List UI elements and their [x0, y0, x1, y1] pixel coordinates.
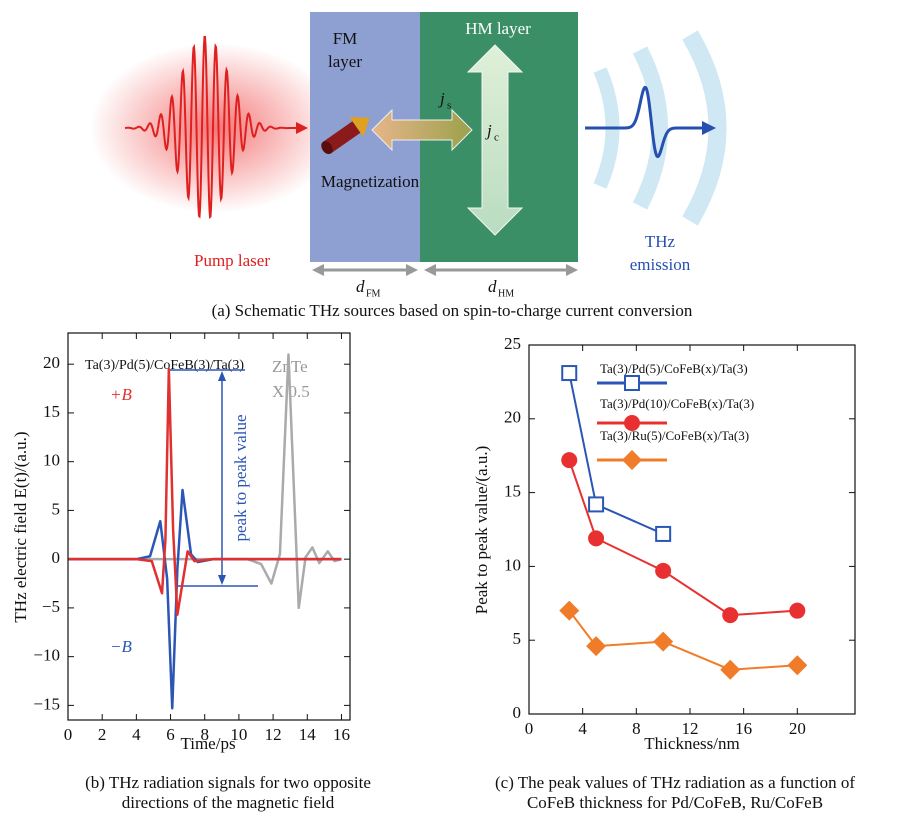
- caption: (a) Schematic THz sources based on spin-…: [212, 301, 693, 320]
- x-axis-label: Thickness/nm: [644, 734, 739, 753]
- charge-current-arrow: [466, 44, 524, 236]
- y-tick-label: 5: [513, 629, 522, 648]
- series-line: [68, 367, 342, 616]
- thz-arrowhead: [702, 121, 716, 135]
- sample-label: Ta(3)/Pd(5)/CoFeB(3)/Ta(3): [85, 358, 244, 373]
- marker: [655, 562, 672, 579]
- marker: [789, 602, 806, 619]
- plot-frame: [67, 332, 351, 721]
- js-sub: s: [447, 100, 451, 112]
- y-tick-label: 10: [504, 555, 521, 574]
- js-label: j: [438, 89, 445, 108]
- legend-label: Ta(3)/Pd(10)/CoFeB(x)/Ta(3): [600, 396, 754, 411]
- x-tick-label: 4: [578, 719, 587, 738]
- x-tick-label: 2: [98, 725, 107, 744]
- x-tick-label: 6: [166, 725, 175, 744]
- jc-label: j: [485, 121, 492, 140]
- x-tick-label: 16: [333, 725, 350, 744]
- marker: [588, 530, 605, 547]
- y-tick-label: 15: [504, 482, 521, 501]
- caption: (b) THz radiation signals for two opposi…: [85, 773, 371, 792]
- marker: [561, 365, 578, 382]
- dhm-label: d: [488, 277, 497, 296]
- y-tick-label: 0: [513, 703, 522, 722]
- magnet: [321, 117, 370, 155]
- x-tick-label: 0: [525, 719, 534, 738]
- y-tick-label: 15: [43, 402, 60, 421]
- hm-label: HM layer: [465, 19, 531, 38]
- dfm-sub: FM: [366, 288, 381, 299]
- thz-wave: [585, 85, 705, 159]
- marker: [586, 636, 607, 657]
- marker: [624, 415, 640, 431]
- x-tick-label: 0: [64, 725, 73, 744]
- minus-b-label: −B: [110, 637, 132, 656]
- x-tick-label: 10: [230, 725, 247, 744]
- marker: [624, 375, 640, 391]
- peak-to-peak-label: peak to peak value: [231, 415, 250, 542]
- y-tick-label: 20: [504, 408, 521, 427]
- emission-label: emission: [630, 255, 691, 274]
- y-tick-label: −10: [33, 646, 60, 665]
- marker: [787, 655, 808, 676]
- marker: [622, 450, 642, 470]
- y-tick-label: 0: [52, 548, 61, 567]
- x-tick-label: 20: [789, 719, 806, 738]
- series-line: [568, 610, 798, 671]
- dhm-sub: HM: [498, 288, 514, 299]
- x-tick-label: 4: [132, 725, 141, 744]
- x-tick-label: 8: [632, 719, 641, 738]
- marker: [588, 496, 605, 513]
- pump-wave: [124, 35, 300, 220]
- marker: [655, 525, 672, 542]
- y-tick-label: 5: [52, 499, 61, 518]
- x-tick-label: 12: [265, 725, 282, 744]
- x-tick-label: 12: [681, 719, 698, 738]
- plus-b-label: +B: [110, 385, 132, 404]
- marker: [720, 659, 741, 680]
- thickness-arrows: [312, 264, 578, 276]
- x-tick-label: 16: [735, 719, 752, 738]
- y-axis-label: Peak to peak value/(a.u.): [472, 446, 491, 615]
- peak-to-peak-marker: [168, 369, 258, 587]
- y-tick-label: 25: [504, 334, 521, 353]
- x-axis-label: Time/ps: [180, 734, 235, 753]
- y-tick-label: −5: [42, 597, 60, 616]
- jc-sub: c: [494, 132, 499, 144]
- pump-label: Pump laser: [194, 251, 270, 270]
- fm-label: layer: [328, 52, 362, 71]
- marker: [722, 607, 739, 624]
- plot-frame: [528, 344, 856, 715]
- marker: [559, 600, 580, 621]
- dfm-label: d: [356, 277, 365, 296]
- laser-glow: [90, 43, 340, 213]
- caption: CoFeB thickness for Pd/CoFeB, Ru/CoFeB: [527, 793, 823, 812]
- magnetization-label: Magnetization: [321, 172, 420, 191]
- legend-label: Ta(3)/Ru(5)/CoFeB(x)/Ta(3): [600, 428, 749, 443]
- marker: [561, 452, 578, 469]
- x-tick-label: 8: [200, 725, 209, 744]
- y-axis-label: THz electric field E(t)/(a.u.): [11, 431, 30, 622]
- pump-arrowhead: [296, 122, 308, 134]
- marker: [653, 631, 674, 652]
- legend-label: Ta(3)/Pd(5)/CoFeB(x)/Ta(3): [600, 361, 748, 376]
- y-tick-label: 10: [43, 451, 60, 470]
- x-tick-label: 14: [299, 725, 317, 744]
- emission-label: THz: [645, 232, 676, 251]
- spin-current-arrow: [371, 108, 473, 152]
- caption: directions of the magnetic field: [122, 793, 335, 812]
- fm-label: FM: [333, 29, 358, 48]
- y-tick-label: 20: [43, 353, 60, 372]
- caption: (c) The peak values of THz radiation as …: [495, 773, 855, 792]
- y-tick-label: −15: [33, 694, 60, 713]
